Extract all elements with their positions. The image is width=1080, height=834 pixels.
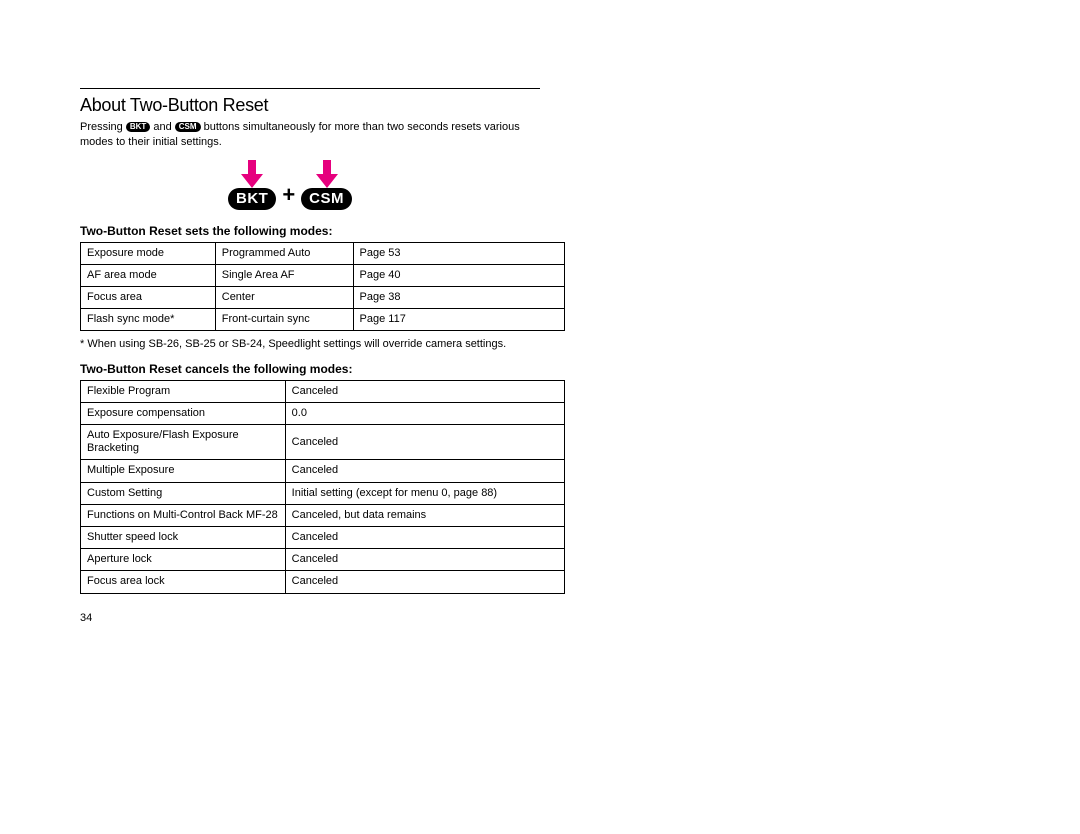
table-cell: Exposure compensation xyxy=(81,402,286,424)
footnote: * When using SB-26, SB-25 or SB-24, Spee… xyxy=(80,337,540,351)
table-cell: Flexible Program xyxy=(81,380,286,402)
csm-column: CSM xyxy=(301,160,352,210)
table-row: Exposure modeProgrammed AutoPage 53 xyxy=(81,242,565,264)
table-row: Multiple ExposureCanceled xyxy=(81,460,565,482)
table-cell: Front-curtain sync xyxy=(215,309,353,331)
table-row: Flexible ProgramCanceled xyxy=(81,380,565,402)
table-cell: Aperture lock xyxy=(81,549,286,571)
table-cell: Canceled xyxy=(285,549,564,571)
table-cell: Exposure mode xyxy=(81,242,216,264)
table-cell: Canceled xyxy=(285,460,564,482)
table-cell: Programmed Auto xyxy=(215,242,353,264)
table-row: Aperture lockCanceled xyxy=(81,549,565,571)
table-cell: Functions on Multi-Control Back MF-28 xyxy=(81,504,286,526)
table-cell: Canceled, but data remains xyxy=(285,504,564,526)
down-arrow-icon xyxy=(241,160,263,188)
table-row: Custom SettingInitial setting (except fo… xyxy=(81,482,565,504)
table-cell: Focus area lock xyxy=(81,571,286,593)
table-cell: Single Area AF xyxy=(215,264,353,286)
table-cell: Page 38 xyxy=(353,287,564,309)
intro-text: Pressing BKT and CSM buttons simultaneou… xyxy=(80,120,540,150)
page-title: About Two-Button Reset xyxy=(80,95,540,116)
table-row: Shutter speed lockCanceled xyxy=(81,527,565,549)
bkt-button-label: BKT xyxy=(228,188,276,210)
table-row: Auto Exposure/Flash Exposure BracketingC… xyxy=(81,425,565,460)
table-cell: Initial setting (except for menu 0, page… xyxy=(285,482,564,504)
page-number: 34 xyxy=(80,612,540,624)
intro-mid: and xyxy=(150,121,174,133)
csm-pill-inline: CSM xyxy=(175,122,201,132)
table-cell: Page 53 xyxy=(353,242,564,264)
table-cell: Custom Setting xyxy=(81,482,286,504)
table-row: Focus area lockCanceled xyxy=(81,571,565,593)
table-row: Focus areaCenterPage 38 xyxy=(81,287,565,309)
plus-symbol: + xyxy=(282,182,295,210)
table-cell: Canceled xyxy=(285,571,564,593)
table-cell: Page 40 xyxy=(353,264,564,286)
table-row: Exposure compensation0.0 xyxy=(81,402,565,424)
table-cell: Shutter speed lock xyxy=(81,527,286,549)
button-diagram: BKT + CSM xyxy=(80,160,380,210)
table-cell: Multiple Exposure xyxy=(81,460,286,482)
down-arrow-icon xyxy=(316,160,338,188)
manual-page: About Two-Button Reset Pressing BKT and … xyxy=(0,0,620,624)
section1-heading: Two-Button Reset sets the following mode… xyxy=(80,224,540,238)
table-row: AF area modeSingle Area AFPage 40 xyxy=(81,264,565,286)
table-cell: Auto Exposure/Flash Exposure Bracketing xyxy=(81,425,286,460)
table-row: Functions on Multi-Control Back MF-28Can… xyxy=(81,504,565,526)
table-cell: Focus area xyxy=(81,287,216,309)
csm-button-label: CSM xyxy=(301,188,352,210)
table-cell: Canceled xyxy=(285,380,564,402)
bkt-column: BKT xyxy=(228,160,276,210)
table-cell: Flash sync mode* xyxy=(81,309,216,331)
sets-table: Exposure modeProgrammed AutoPage 53AF ar… xyxy=(80,242,565,332)
intro-pre: Pressing xyxy=(80,121,126,133)
table-cell: 0.0 xyxy=(285,402,564,424)
table-cell: Canceled xyxy=(285,425,564,460)
table-row: Flash sync mode*Front-curtain syncPage 1… xyxy=(81,309,565,331)
section2-heading: Two-Button Reset cancels the following m… xyxy=(80,362,540,376)
top-rule xyxy=(80,88,540,89)
table-cell: Canceled xyxy=(285,527,564,549)
bkt-pill-inline: BKT xyxy=(126,122,150,132)
table-cell: Center xyxy=(215,287,353,309)
cancels-table: Flexible ProgramCanceledExposure compens… xyxy=(80,380,565,594)
table-cell: AF area mode xyxy=(81,264,216,286)
table-cell: Page 117 xyxy=(353,309,564,331)
